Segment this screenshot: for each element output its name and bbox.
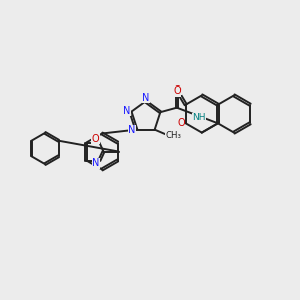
Text: N: N (123, 106, 130, 116)
Text: O: O (92, 134, 100, 144)
Text: N: N (142, 93, 150, 103)
Text: O: O (173, 86, 181, 96)
Text: N: N (92, 158, 100, 169)
Text: CH₃: CH₃ (166, 131, 182, 140)
Text: NH: NH (192, 113, 206, 122)
Text: O: O (173, 85, 181, 94)
Text: O: O (177, 118, 185, 128)
Text: N: N (128, 125, 136, 135)
